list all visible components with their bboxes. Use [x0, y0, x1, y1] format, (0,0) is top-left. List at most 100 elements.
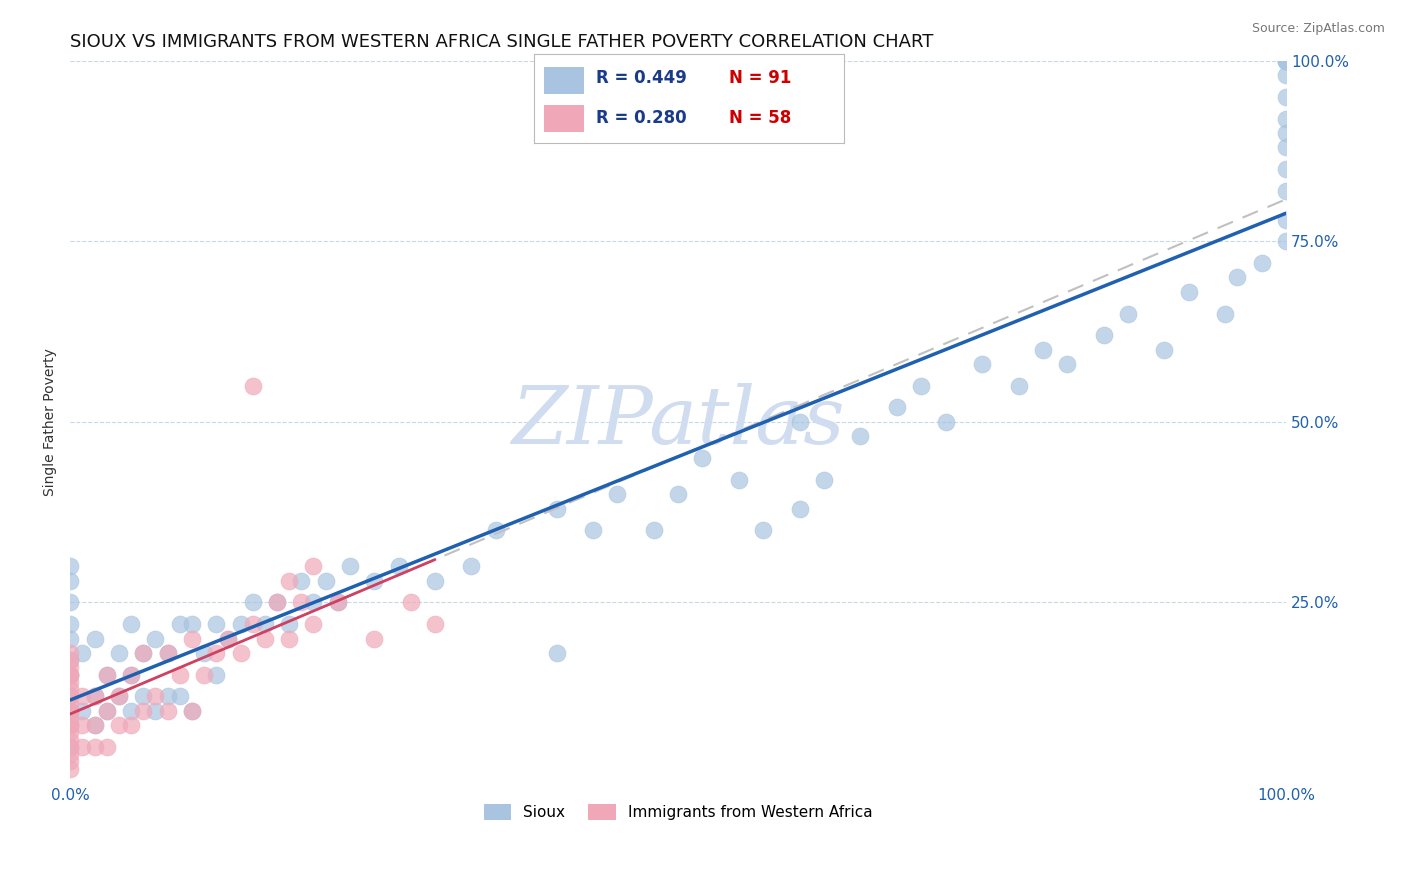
Point: [72, 718, 94, 732]
Point: [970, 357, 993, 371]
Point: [59, 559, 82, 574]
Point: [290, 595, 312, 609]
Point: [59, 718, 82, 732]
Point: [290, 574, 312, 588]
Point: [108, 690, 131, 704]
Point: [145, 632, 167, 646]
Point: [205, 667, 228, 681]
Point: [1116, 306, 1139, 320]
Point: [59, 674, 82, 689]
Point: [193, 646, 215, 660]
Point: [728, 473, 751, 487]
Point: [59, 660, 82, 674]
Point: [120, 718, 142, 732]
Point: [278, 617, 301, 632]
Point: [59, 574, 82, 588]
Text: Source: ZipAtlas.com: Source: ZipAtlas.com: [1251, 22, 1385, 36]
Point: [789, 501, 811, 516]
Point: [83, 690, 105, 704]
Text: R = 0.280: R = 0.280: [596, 109, 686, 127]
FancyBboxPatch shape: [544, 67, 583, 94]
FancyBboxPatch shape: [544, 105, 583, 132]
Text: N = 58: N = 58: [730, 109, 792, 127]
Point: [193, 667, 215, 681]
Point: [266, 595, 288, 609]
Point: [789, 415, 811, 429]
Point: [1250, 256, 1272, 270]
Point: [485, 523, 508, 537]
Point: [302, 595, 325, 609]
Point: [423, 617, 446, 632]
Point: [886, 401, 908, 415]
Point: [59, 762, 82, 776]
Point: [546, 646, 568, 660]
Point: [83, 632, 105, 646]
Point: [180, 632, 202, 646]
Point: [132, 690, 155, 704]
Point: [59, 704, 82, 718]
Point: [59, 718, 82, 732]
Point: [849, 429, 872, 443]
Point: [217, 632, 239, 646]
Point: [205, 646, 228, 660]
Point: [242, 595, 264, 609]
Point: [59, 690, 82, 704]
Point: [169, 690, 191, 704]
Point: [205, 617, 228, 632]
Point: [59, 682, 82, 697]
Point: [1213, 306, 1236, 320]
Point: [72, 704, 94, 718]
Point: [643, 523, 665, 537]
Text: ZIPatlas: ZIPatlas: [512, 384, 845, 460]
Point: [1275, 112, 1298, 126]
Point: [169, 667, 191, 681]
Point: [132, 646, 155, 660]
Point: [72, 646, 94, 660]
Point: [180, 704, 202, 718]
Point: [1275, 162, 1298, 177]
Point: [59, 755, 82, 769]
Point: [96, 704, 118, 718]
Point: [935, 415, 957, 429]
Point: [229, 617, 252, 632]
Point: [229, 646, 252, 660]
Point: [120, 704, 142, 718]
Point: [120, 667, 142, 681]
Point: [326, 595, 349, 609]
Legend: Sioux, Immigrants from Western Africa: Sioux, Immigrants from Western Africa: [478, 797, 879, 826]
Point: [120, 667, 142, 681]
Point: [180, 617, 202, 632]
Point: [59, 690, 82, 704]
Point: [59, 667, 82, 681]
Point: [546, 501, 568, 516]
Point: [96, 739, 118, 754]
Point: [108, 718, 131, 732]
Point: [108, 690, 131, 704]
Point: [59, 747, 82, 761]
Point: [1056, 357, 1078, 371]
Point: [363, 632, 385, 646]
Point: [83, 739, 105, 754]
Point: [1007, 378, 1029, 392]
Point: [59, 711, 82, 725]
Point: [96, 667, 118, 681]
Point: [692, 450, 714, 465]
Point: [1032, 343, 1054, 357]
Point: [156, 704, 179, 718]
Point: [59, 667, 82, 681]
Point: [59, 725, 82, 739]
Point: [1275, 235, 1298, 249]
Point: [145, 704, 167, 718]
Point: [1275, 68, 1298, 82]
Point: [1275, 140, 1298, 154]
Point: [1153, 343, 1175, 357]
Point: [156, 646, 179, 660]
Point: [302, 559, 325, 574]
Point: [423, 574, 446, 588]
Point: [59, 704, 82, 718]
Point: [278, 574, 301, 588]
Point: [752, 523, 775, 537]
Point: [59, 704, 82, 718]
Point: [83, 718, 105, 732]
Point: [96, 667, 118, 681]
